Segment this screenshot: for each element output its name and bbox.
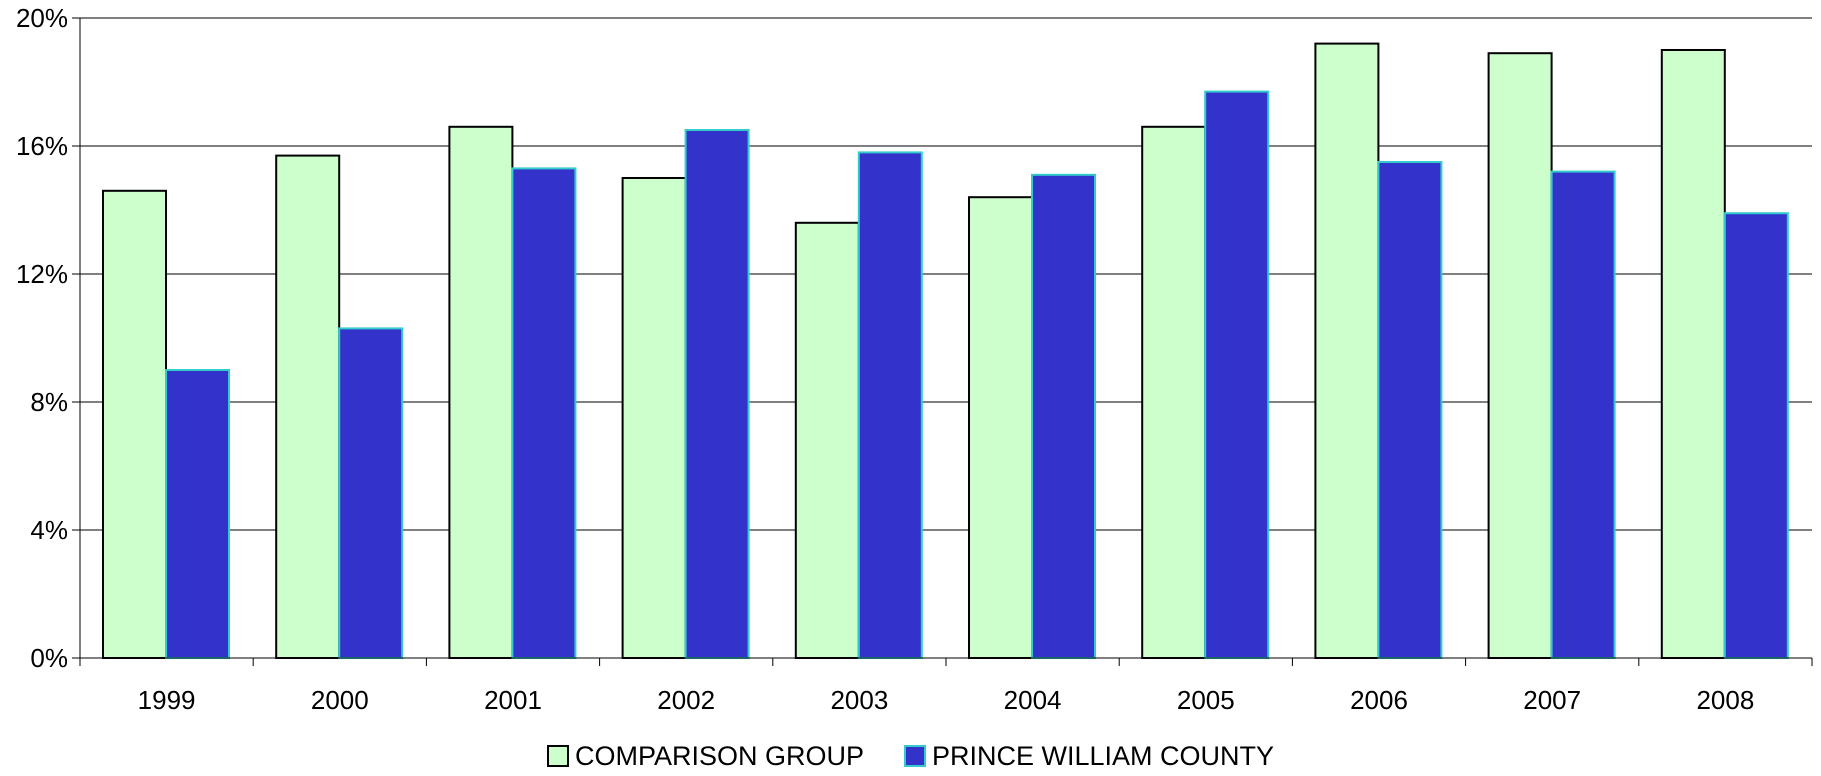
- bar-prince-william-county: [1204, 90, 1270, 660]
- x-tick-label: 2001: [484, 685, 542, 715]
- bar-comparison-group: [1141, 125, 1207, 660]
- bar-prince-william-county: [1723, 212, 1789, 659]
- y-axis-ticks: 0% 4% 8% 12% 16% 20%: [16, 3, 80, 673]
- bar-prince-william-county: [1031, 173, 1096, 660]
- y-tick-label: 12%: [16, 259, 68, 289]
- x-tick-label: 2004: [1004, 685, 1062, 715]
- x-tick-label: 2003: [830, 685, 888, 715]
- legend-swatch-county: [903, 745, 926, 767]
- y-tick-label: 8%: [30, 387, 68, 417]
- bar-comparison-group: [275, 154, 341, 659]
- bar-comparison-group: [1660, 49, 1726, 659]
- x-tick-label: 2008: [1696, 685, 1754, 715]
- x-tick-label: 2000: [311, 685, 369, 715]
- bar-prince-william-county: [165, 369, 230, 659]
- y-tick-label: 20%: [16, 3, 68, 33]
- x-axis-ticks: 1999 2000 2001 2002 2003 2004 2005 2006 2007 2008: [79, 658, 1813, 715]
- legend: COMPARISON GROUP PRINCE WILLIAM COUNTY: [0, 736, 1821, 776]
- bar-prince-william-county: [684, 129, 750, 659]
- bar-comparison-group: [102, 189, 167, 660]
- bar-prince-william-county: [338, 327, 404, 659]
- y-tick-label: 0%: [30, 643, 68, 673]
- bar-comparison-group: [968, 196, 1033, 659]
- bar-comparison-group: [448, 125, 514, 660]
- bar-comparison-group: [621, 177, 687, 659]
- x-tick-label: 2002: [657, 685, 715, 715]
- bar-prince-william-county: [1377, 161, 1443, 659]
- legend-item-comparison-group: COMPARISON GROUP: [546, 740, 864, 772]
- bars: [102, 42, 1789, 660]
- x-tick-label: 2005: [1177, 685, 1235, 715]
- legend-swatch-comparison: [546, 745, 569, 767]
- y-tick-label: 16%: [16, 131, 68, 161]
- bar-prince-william-county: [1550, 170, 1616, 659]
- legend-item-prince-william-county: PRINCE WILLIAM COUNTY: [903, 740, 1275, 772]
- bar-prince-william-county: [857, 151, 923, 659]
- x-tick-label: 1999: [138, 685, 196, 715]
- bar-comparison-group: [1487, 52, 1553, 659]
- bar-comparison-group: [794, 221, 860, 660]
- x-tick-label: 2006: [1350, 685, 1408, 715]
- y-tick-label: 4%: [30, 515, 68, 545]
- bar-prince-william-county: [511, 167, 577, 659]
- x-tick-label: 2007: [1523, 685, 1581, 715]
- legend-label-comparison: COMPARISON GROUP: [574, 740, 864, 771]
- bar-comparison-group: [1314, 42, 1380, 660]
- bar-chart: 0% 4% 8% 12% 16% 20% 1999 2000 2001 2002 2003 2004…: [16, 3, 1813, 715]
- legend-label-county: PRINCE WILLIAM COUNTY: [931, 740, 1275, 771]
